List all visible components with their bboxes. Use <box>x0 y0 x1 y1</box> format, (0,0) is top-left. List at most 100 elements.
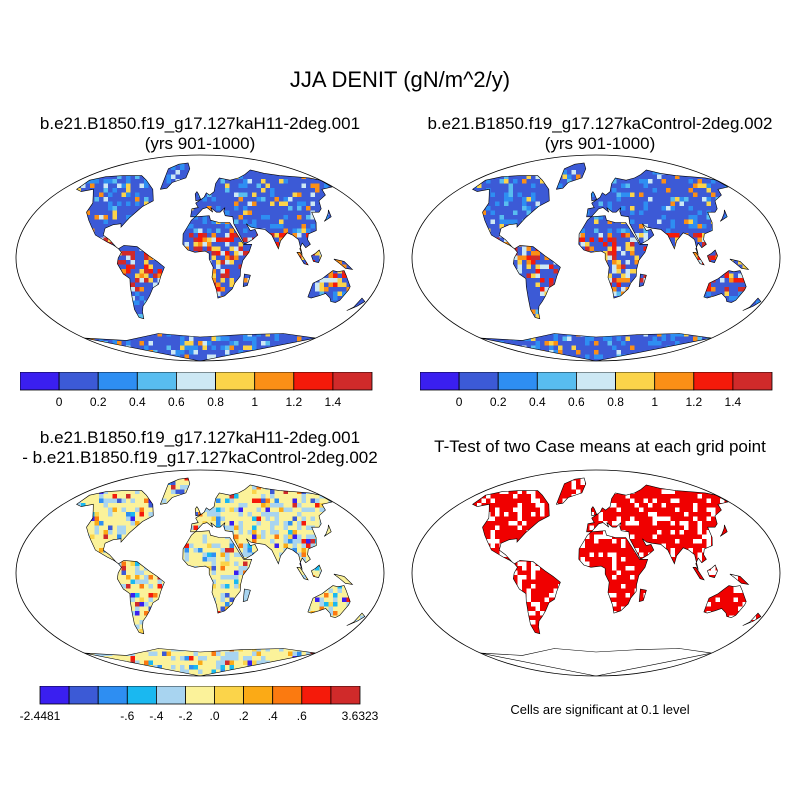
grid-cell <box>319 665 324 670</box>
grid-cell <box>229 345 234 350</box>
grid-cell <box>765 485 770 490</box>
grid-cell <box>630 269 635 274</box>
grid-cell <box>121 498 126 503</box>
grid-cell <box>441 476 446 481</box>
grid-cell <box>234 575 239 580</box>
grid-cell <box>117 561 122 566</box>
grid-cell <box>738 170 743 175</box>
grid-cell <box>355 489 360 494</box>
grid-cell <box>243 251 248 256</box>
grid-cell <box>337 282 342 287</box>
grid-cell <box>540 498 545 503</box>
grid-cell <box>378 508 383 513</box>
grid-cell <box>90 665 95 670</box>
grid-cell <box>733 498 738 503</box>
grid-cell <box>724 163 729 166</box>
grid-cell <box>688 206 693 211</box>
grid-cell <box>23 512 28 517</box>
grid-cell <box>643 512 648 517</box>
coastline-eurasia <box>190 169 333 255</box>
grid-cell <box>243 219 248 224</box>
grid-cell <box>697 498 702 503</box>
grid-cell <box>175 170 180 175</box>
grid-cell <box>32 179 37 184</box>
grid-cell <box>324 480 329 485</box>
grid-cell <box>612 287 617 292</box>
grid-cell <box>207 237 212 242</box>
grid-cell <box>733 350 738 355</box>
grid-cell <box>490 210 495 215</box>
grid-cell <box>130 287 135 292</box>
grid-cell <box>238 521 243 526</box>
grid-cell <box>211 651 216 656</box>
grid-cell <box>342 291 347 296</box>
grid-cell <box>229 255 234 260</box>
grid-cell <box>535 314 540 319</box>
grid-cell <box>693 192 698 197</box>
grid-cell <box>225 269 230 274</box>
grid-cell <box>760 478 761 481</box>
grid-cell <box>216 498 221 503</box>
coastline-north-america <box>76 175 154 250</box>
grid-cell <box>184 478 189 481</box>
grid-cell <box>428 481 433 486</box>
grid-cell <box>648 485 653 490</box>
grid-cell <box>414 220 419 225</box>
grid-cell <box>184 548 189 553</box>
grid-cell <box>684 163 689 166</box>
grid-cell <box>432 499 437 504</box>
grid-cell <box>148 660 153 665</box>
grid-cell <box>144 345 149 350</box>
grid-cell <box>643 228 648 233</box>
grid-cell <box>724 485 729 490</box>
grid-cell <box>432 494 437 499</box>
grid-cell <box>490 507 495 512</box>
grid-cell <box>428 355 433 360</box>
grid-cell <box>648 507 653 512</box>
grid-cell <box>711 165 716 170</box>
grid-cell <box>688 507 693 512</box>
grid-cell <box>59 652 64 657</box>
grid-cell <box>711 255 716 260</box>
grid-cell <box>148 512 153 517</box>
grid-cell <box>657 512 662 517</box>
grid-cell <box>292 498 297 503</box>
grid-cell <box>369 197 374 202</box>
grid-cell <box>652 336 657 341</box>
grid-cell <box>189 350 194 355</box>
grid-cell <box>693 224 698 229</box>
grid-cell <box>292 665 297 670</box>
grid-cell <box>315 163 320 166</box>
grid-cell <box>693 350 698 355</box>
grid-cell <box>747 354 752 359</box>
grid-cell <box>139 584 144 589</box>
grid-cell <box>423 476 428 481</box>
grid-cell <box>175 350 180 355</box>
grid-cell <box>688 350 693 355</box>
grid-cell <box>59 481 64 486</box>
grid-cell <box>319 345 324 350</box>
grid-cell <box>229 656 234 661</box>
grid-cell <box>184 341 189 346</box>
grid-cell <box>211 255 216 260</box>
grid-cell <box>126 251 131 256</box>
grid-cell <box>378 332 383 337</box>
grid-cell <box>441 346 446 351</box>
grid-cell <box>364 174 365 179</box>
grid-cell <box>117 530 122 535</box>
grid-cell <box>378 184 383 189</box>
grid-cell <box>364 642 365 647</box>
grid-cell <box>211 566 216 571</box>
grid-cell <box>351 165 356 170</box>
grid-cell <box>643 503 648 508</box>
grid-cell <box>297 336 302 341</box>
grid-cell <box>706 215 711 220</box>
grid-cell <box>733 179 738 184</box>
coastline-australia <box>703 270 747 303</box>
grid-cell <box>315 512 320 517</box>
grid-cell <box>369 476 374 481</box>
grid-cell <box>148 593 153 598</box>
grid-cell <box>428 305 433 310</box>
grid-cell <box>207 246 212 251</box>
grid-cell <box>378 166 383 171</box>
